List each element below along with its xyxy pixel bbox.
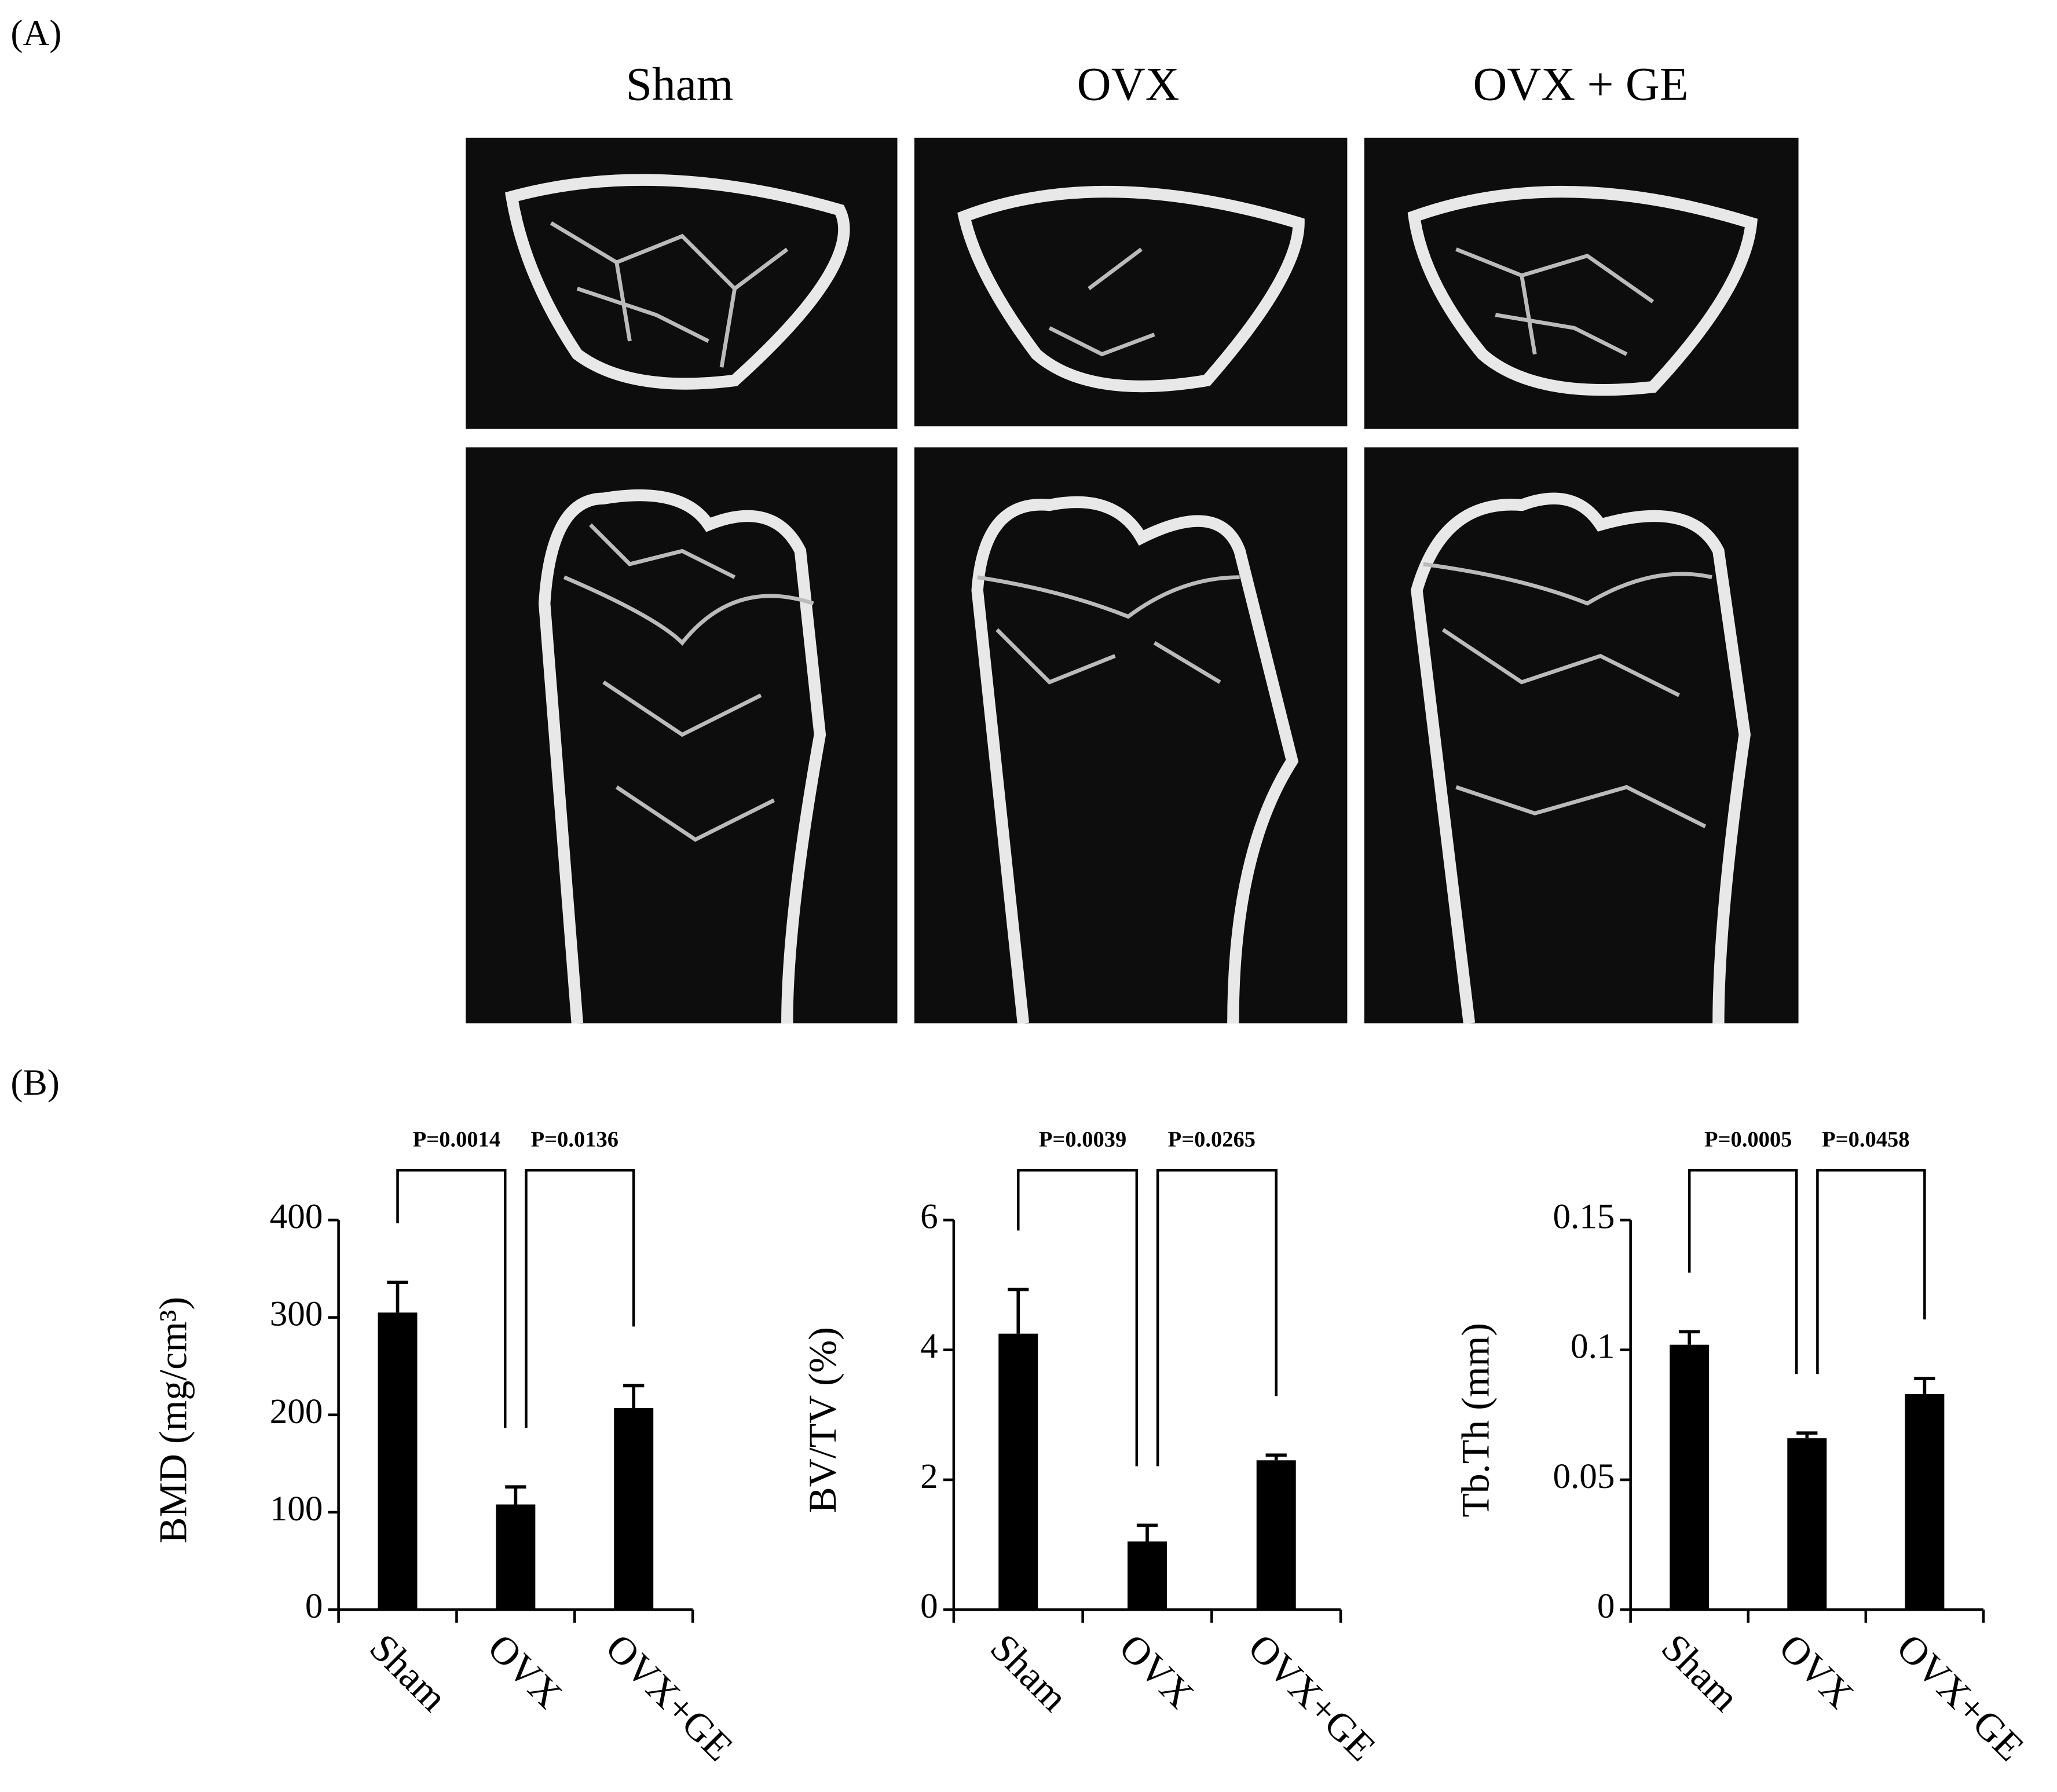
bar xyxy=(496,1504,536,1610)
error-bar xyxy=(505,1485,526,1505)
error-bar xyxy=(1136,1523,1158,1542)
y-axis-label: BMD (mg/cm³) xyxy=(151,1297,195,1544)
y-tick-label: 0.05 xyxy=(1553,1457,1615,1496)
trabeculae xyxy=(1455,247,1655,356)
error-bar xyxy=(1008,1288,1029,1334)
ct-images xyxy=(466,137,1799,1024)
bar xyxy=(378,1312,418,1610)
y-tick-label: 100 xyxy=(270,1490,323,1528)
error-bar xyxy=(1679,1330,1700,1345)
error-bar xyxy=(1796,1431,1818,1439)
bar xyxy=(1128,1541,1167,1610)
p-value: P=0.0039 xyxy=(1039,1127,1126,1151)
trabeculae xyxy=(1423,562,1712,828)
bar xyxy=(1787,1438,1827,1610)
y-tick-label: 0 xyxy=(305,1587,323,1626)
y-tick-label: 0.15 xyxy=(1553,1197,1615,1236)
bone-section xyxy=(971,496,1299,1024)
y-tick-label: 400 xyxy=(270,1197,323,1236)
y-tick-label: 4 xyxy=(920,1327,938,1366)
bone-section xyxy=(1407,185,1758,396)
bar xyxy=(1256,1460,1296,1610)
y-axis-label: BV/TV (%) xyxy=(800,1327,844,1513)
p-value: P=0.0265 xyxy=(1168,1127,1256,1151)
trabeculae xyxy=(1048,247,1155,357)
error-bar xyxy=(623,1384,645,1409)
error-bar xyxy=(1265,1453,1287,1461)
panel-label: (B) xyxy=(10,1062,60,1103)
bar xyxy=(1670,1344,1710,1610)
significance-bracket xyxy=(396,1169,507,1428)
p-value: P=0.0458 xyxy=(1822,1127,1909,1151)
trabeculae xyxy=(977,575,1240,685)
y-tick-label: 200 xyxy=(270,1392,323,1431)
error-bar xyxy=(387,1281,408,1313)
y-tick-label: 0 xyxy=(1597,1587,1615,1626)
bar xyxy=(614,1408,654,1610)
error-bar xyxy=(1914,1377,1935,1394)
y-tick-label: 6 xyxy=(920,1197,938,1236)
significance-bracket xyxy=(1156,1169,1278,1466)
p-value: P=0.0136 xyxy=(531,1127,618,1151)
bar xyxy=(998,1333,1038,1610)
y-tick-label: 300 xyxy=(270,1295,323,1334)
trabeculae xyxy=(550,221,789,368)
p-value: P=0.0005 xyxy=(1704,1127,1792,1151)
significance-bracket xyxy=(1816,1169,1926,1374)
column-label: OVX + GE xyxy=(1473,58,1689,111)
y-tick-label: 0 xyxy=(920,1587,938,1626)
significance-bracket xyxy=(525,1169,635,1428)
bone-section xyxy=(505,174,850,390)
column-label: OVX xyxy=(1077,58,1180,111)
bar xyxy=(1905,1394,1945,1610)
y-tick-label: 0.1 xyxy=(1571,1327,1615,1366)
significance-bracket xyxy=(1688,1169,1798,1374)
bone-section xyxy=(538,489,826,1024)
column-label: Sham xyxy=(626,58,734,111)
significance-bracket xyxy=(1016,1169,1139,1466)
bone-section xyxy=(957,185,1305,393)
panel-label: (A) xyxy=(10,12,61,53)
y-axis-label: Tb.Th (mm) xyxy=(1454,1323,1498,1517)
p-value: P=0.0014 xyxy=(413,1127,500,1151)
bone-section xyxy=(1411,492,1751,1024)
y-tick-label: 2 xyxy=(920,1457,938,1496)
trabeculae xyxy=(563,523,814,842)
